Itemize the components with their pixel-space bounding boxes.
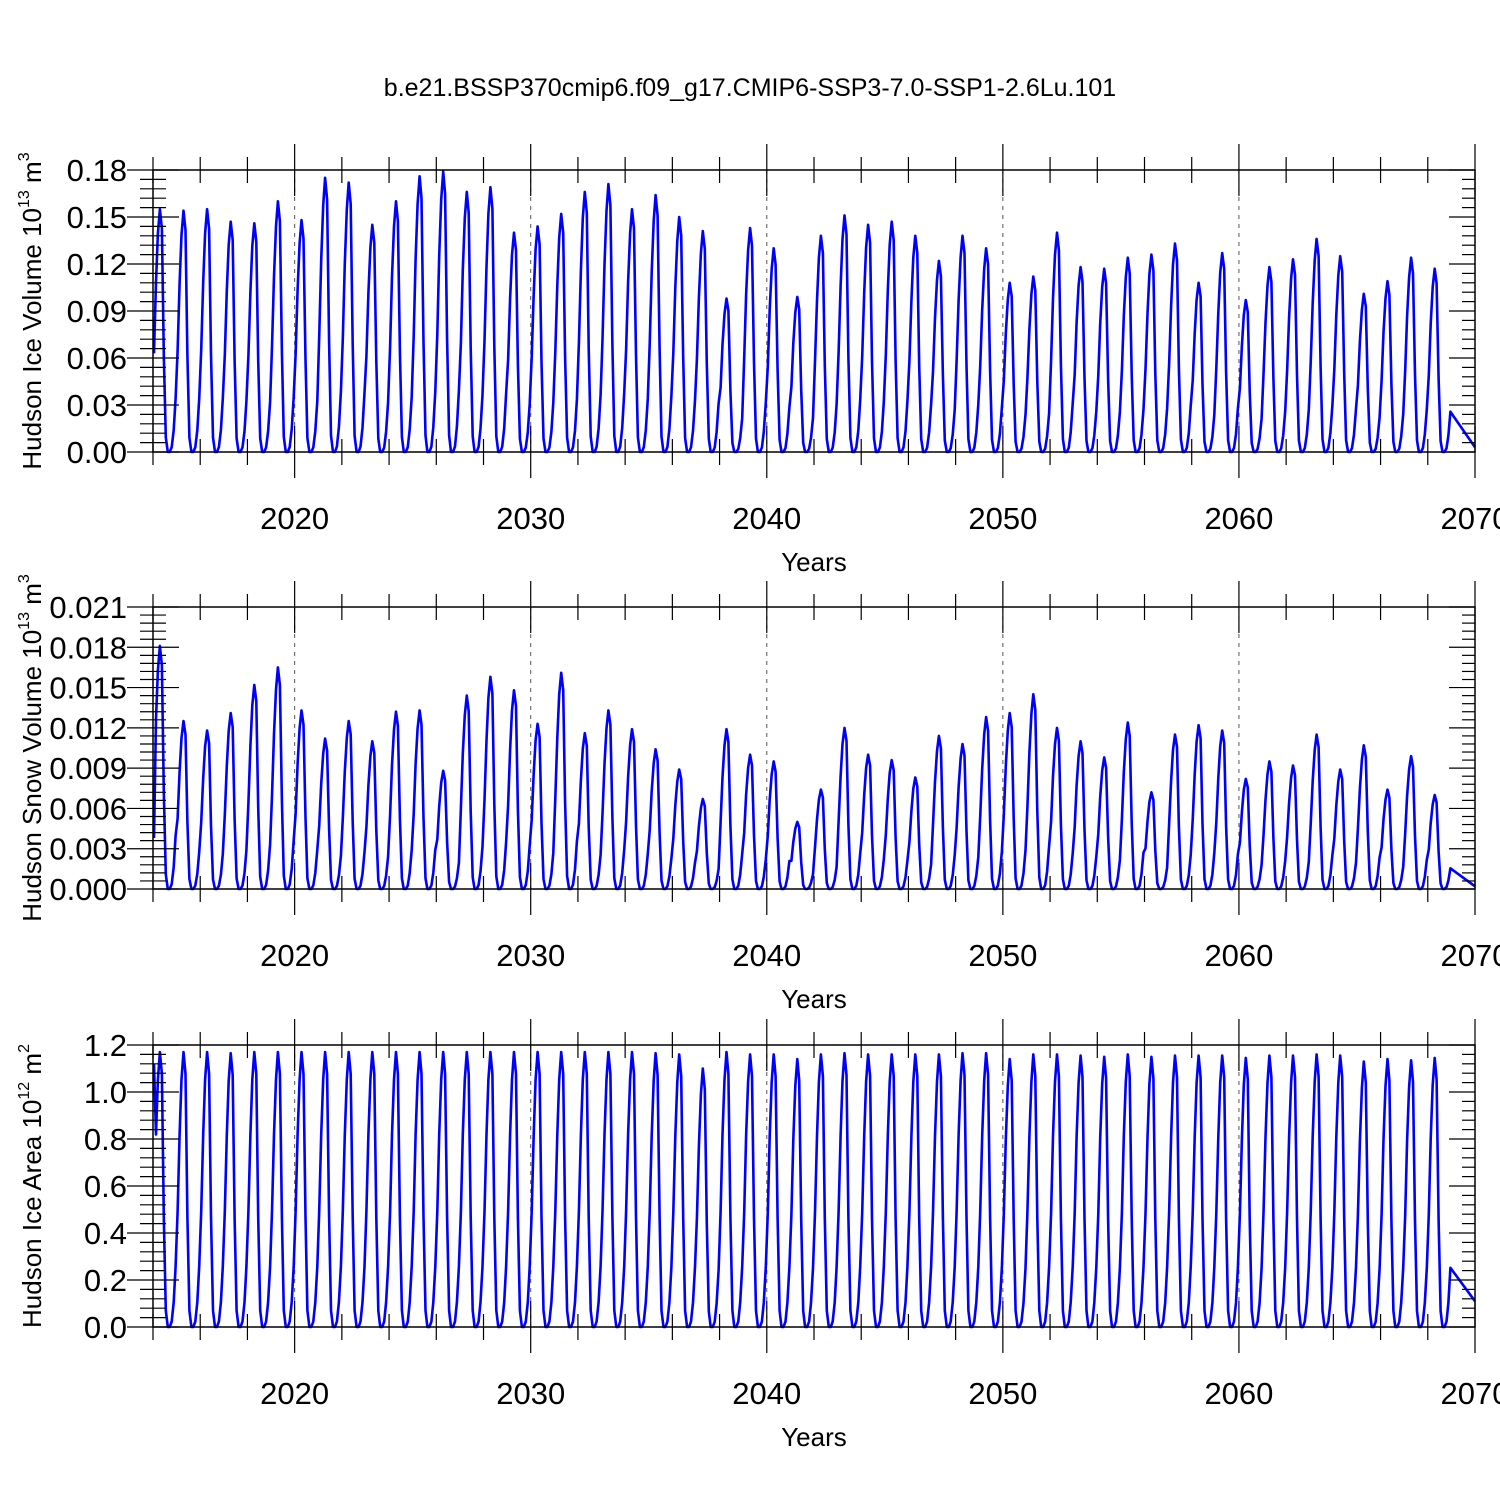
y-tick-label: 0.015 <box>49 671 127 706</box>
panel-1: 0.00 0.03 0.06 0.09 0.12 0.15 0.18 2020 2030 2040… <box>16 144 1500 577</box>
series-line-3 <box>152 1050 1477 1329</box>
x-tick-label: 2040 <box>732 1376 801 1411</box>
x-tick-label: 2050 <box>968 1376 1037 1411</box>
x-tick-label: 2070 <box>1441 1376 1500 1411</box>
x-tick-label: 2070 <box>1441 938 1500 973</box>
y-tick-label: 0.03 <box>67 388 127 423</box>
y-axis-label-unit: m <box>17 583 47 612</box>
y-tick-label: 0.06 <box>67 341 127 376</box>
y-tick-label: 0.12 <box>67 247 127 282</box>
figure-title: b.e21.BSSP370cmip6.f09_g17.CMIP6-SSP3-7.… <box>384 74 1116 102</box>
y-axis-label: Hudson Snow Volume 1013 m3 <box>16 574 47 922</box>
panel-3: 0.0 0.2 0.4 0.6 0.8 1.0 1.2 2020 2030 2040 2050 206… <box>16 1019 1500 1452</box>
x-axis-label: Years <box>781 984 847 1014</box>
series-line-1 <box>152 170 1477 454</box>
y-tick-label: 0.8 <box>84 1122 127 1157</box>
y-axis-label-exponent: 12 <box>16 1082 33 1100</box>
x-tick-label: 2030 <box>496 938 565 973</box>
panel-2: 0.000 0.003 0.006 0.009 0.012 0.015 0.018 0.021… <box>16 574 1500 1014</box>
x-tick-label: 2030 <box>496 501 565 536</box>
y-tick-label: 0.012 <box>49 711 127 746</box>
y-tick-label: 0.2 <box>84 1263 127 1298</box>
x-tick-label: 2020 <box>260 501 329 536</box>
y-axis-label-unit-exponent: 3 <box>16 152 33 161</box>
y-tick-label: 0.6 <box>84 1169 127 1204</box>
y-axis-label-exponent: 13 <box>16 612 33 630</box>
x-tick-label: 2030 <box>496 1376 565 1411</box>
y-tick-label: 0.4 <box>84 1216 127 1251</box>
x-axis-label: Years <box>781 547 847 577</box>
x-tick-label: 2040 <box>732 501 801 536</box>
series-line-2 <box>152 644 1476 891</box>
x-tick-label: 2060 <box>1204 1376 1273 1411</box>
y-tick-label: 1.0 <box>84 1075 127 1110</box>
y-axis-label-unit-exponent: 3 <box>16 574 33 583</box>
y-tick-label: 0.0 <box>84 1310 127 1345</box>
x-tick-label: 2050 <box>968 938 1037 973</box>
x-tick-label: 2060 <box>1204 501 1273 536</box>
y-axis-label-text: Hudson Snow Volume 10 <box>17 630 47 922</box>
x-tick-label: 2060 <box>1204 938 1273 973</box>
y-axis-label-text: Hudson Ice Area 10 <box>17 1100 47 1328</box>
y-tick-label: 0.018 <box>49 630 127 665</box>
y-tick-label: 0.00 <box>67 435 127 470</box>
x-tick-label: 2020 <box>260 938 329 973</box>
x-tick-label: 2070 <box>1441 501 1500 536</box>
x-tick-label: 2040 <box>732 938 801 973</box>
y-tick-label: 1.2 <box>84 1028 127 1063</box>
y-tick-label: 0.003 <box>49 832 127 867</box>
y-tick-label: 0.006 <box>49 791 127 826</box>
y-axis-label: Hudson Ice Area 1012 m2 <box>16 1044 47 1328</box>
y-tick-label: 0.009 <box>49 751 127 786</box>
y-axis-label-unit-exponent: 2 <box>16 1044 33 1053</box>
x-axis-label: Years <box>781 1422 847 1452</box>
y-tick-label: 0.021 <box>49 590 127 625</box>
x-tick-label: 2050 <box>968 501 1037 536</box>
y-axis-label-exponent: 13 <box>16 190 33 208</box>
y-tick-label: 0.15 <box>67 200 127 235</box>
y-axis-label-unit: m <box>17 161 47 190</box>
x-tick-label: 2020 <box>260 1376 329 1411</box>
y-tick-label: 0.000 <box>49 872 127 907</box>
y-tick-label: 0.18 <box>67 153 127 188</box>
y-axis-label: Hudson Ice Volume 1013 m3 <box>16 152 47 469</box>
y-axis-label-text: Hudson Ice Volume 10 <box>17 208 47 470</box>
y-tick-label: 0.09 <box>67 294 127 329</box>
y-axis-label-unit: m <box>17 1053 47 1082</box>
